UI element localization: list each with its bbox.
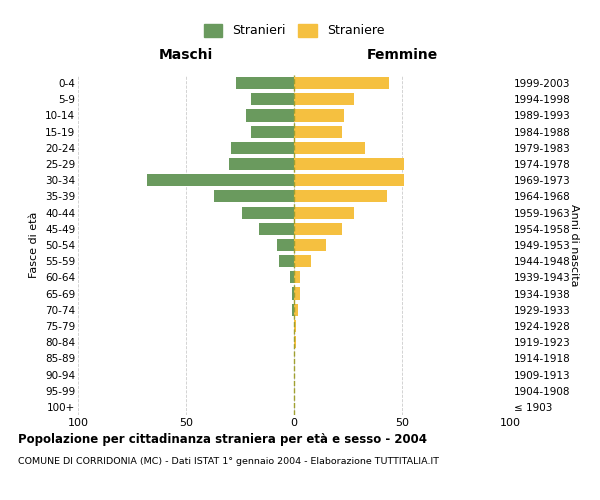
Bar [294,222,341,235]
Bar [294,93,355,106]
Bar [294,320,296,332]
Bar [292,288,294,300]
Text: Maschi: Maschi [159,48,213,62]
Bar [294,255,311,268]
Text: Popolazione per cittadinanza straniera per età e sesso - 2004: Popolazione per cittadinanza straniera p… [18,432,427,446]
Bar [294,336,296,348]
Bar [294,272,301,283]
Text: COMUNE DI CORRIDONIA (MC) - Dati ISTAT 1° gennaio 2004 - Elaborazione TUTTITALIA: COMUNE DI CORRIDONIA (MC) - Dati ISTAT 1… [18,458,439,466]
Bar [242,206,294,218]
Bar [294,190,387,202]
Text: Femmine: Femmine [367,48,437,62]
Bar [294,174,404,186]
Bar [259,222,294,235]
Y-axis label: Anni di nascita: Anni di nascita [569,204,579,286]
Bar [294,206,355,218]
Bar [277,239,294,251]
Bar [294,77,389,89]
Bar [214,190,294,202]
Bar [294,110,344,122]
Bar [251,126,294,138]
Bar [279,255,294,268]
Bar [294,158,404,170]
Y-axis label: Fasce di età: Fasce di età [29,212,40,278]
Bar [294,126,341,138]
Bar [294,142,365,154]
Bar [290,272,294,283]
Bar [147,174,294,186]
Legend: Stranieri, Straniere: Stranieri, Straniere [200,20,388,41]
Bar [236,77,294,89]
Bar [294,288,301,300]
Bar [232,142,294,154]
Bar [294,239,326,251]
Bar [247,110,294,122]
Bar [294,304,298,316]
Bar [251,93,294,106]
Bar [292,304,294,316]
Bar [229,158,294,170]
